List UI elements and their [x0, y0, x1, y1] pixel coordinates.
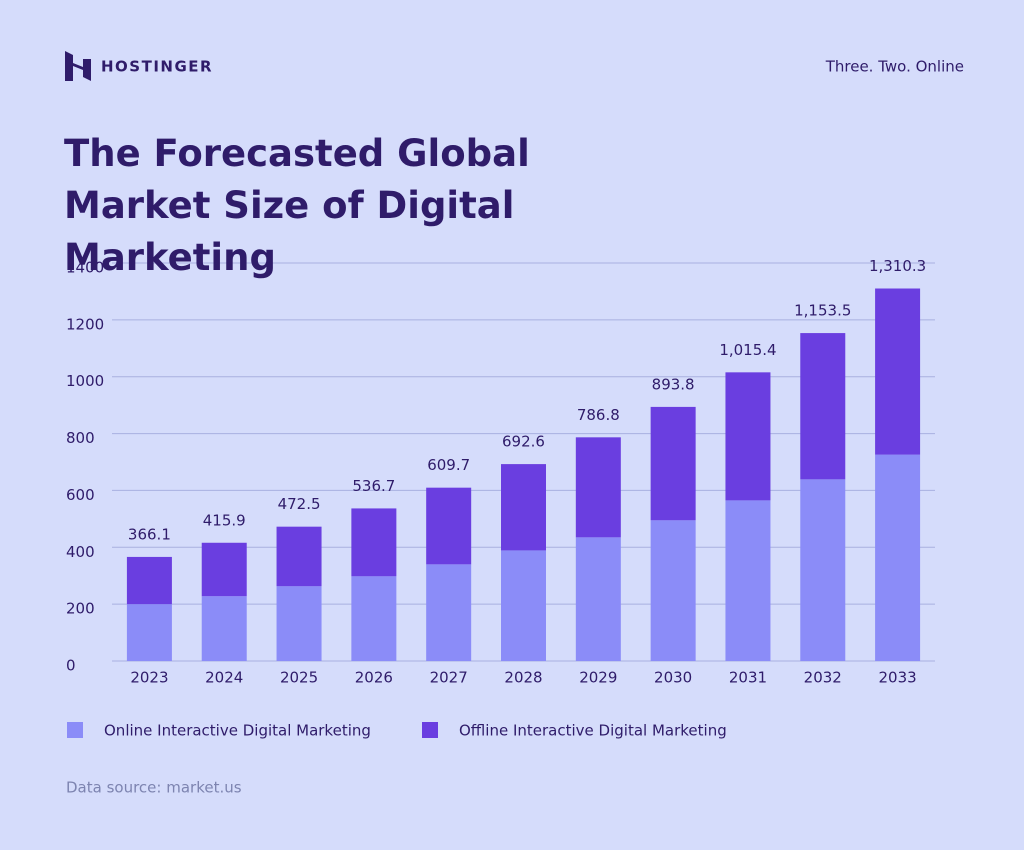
y-tick-label: 200 — [66, 600, 95, 618]
bar-segment — [875, 454, 921, 661]
bar-segment — [201, 542, 247, 597]
y-tick-label: 1000 — [66, 372, 104, 390]
bar-segment — [276, 526, 322, 587]
total-label: 366.1 — [128, 525, 171, 543]
legend-swatch — [67, 722, 83, 738]
bar-segment — [426, 564, 472, 661]
y-tick-label: 1400 — [66, 259, 104, 277]
chart-title: The Forecasted Global Market Size of Dig… — [64, 132, 530, 279]
bar-segment — [351, 508, 397, 577]
tagline: Three. Two. Online — [825, 58, 964, 76]
bar-segment — [800, 333, 846, 480]
y-tick-label: 800 — [66, 429, 95, 447]
bar-segment — [276, 586, 322, 661]
legend-label: Offline Interactive Digital Marketing — [459, 722, 727, 740]
legend-swatch — [422, 722, 438, 738]
legend-label: Online Interactive Digital Marketing — [104, 722, 371, 740]
x-tick-label: 2031 — [729, 669, 767, 687]
x-tick-label: 2033 — [878, 669, 916, 687]
bar-segment — [575, 537, 621, 661]
total-label: 692.6 — [502, 433, 545, 451]
logo — [65, 51, 91, 81]
x-tick-label: 2028 — [504, 669, 542, 687]
x-tick-label: 2023 — [130, 669, 168, 687]
y-tick-label: 1200 — [66, 315, 104, 333]
x-tick-label: 2029 — [579, 669, 617, 687]
x-tick-label: 2030 — [654, 669, 692, 687]
bar-segment — [725, 372, 771, 501]
total-label: 609.7 — [427, 456, 470, 474]
x-tick-label: 2024 — [205, 669, 243, 687]
total-label: 536.7 — [352, 477, 395, 495]
x-tick-label: 2032 — [804, 669, 842, 687]
total-label: 1,153.5 — [794, 302, 851, 320]
y-tick-label: 0 — [66, 657, 76, 675]
bar-segment — [126, 604, 172, 661]
bar-segment — [501, 550, 546, 661]
total-label: 786.8 — [577, 406, 620, 424]
x-tick-label: 2026 — [355, 669, 393, 687]
source: Data source: market.us — [66, 779, 242, 797]
total-label: 472.5 — [278, 495, 321, 513]
bar-segment — [800, 479, 846, 661]
brand: HOSTINGER — [101, 58, 213, 76]
bar-segment — [426, 487, 472, 565]
y-tick-label: 600 — [66, 486, 95, 504]
bar-segment — [575, 437, 621, 538]
y-tick-label: 400 — [66, 543, 95, 561]
bar-segment — [875, 288, 921, 455]
total-label: 893.8 — [652, 375, 695, 393]
bar-segment — [650, 406, 696, 521]
total-label: 1,015.4 — [719, 341, 776, 359]
bar-segment — [351, 576, 397, 661]
total-label: 415.9 — [203, 511, 246, 529]
bar-segment — [501, 464, 546, 551]
bar-segment — [126, 556, 172, 605]
total-label: 1,310.3 — [869, 257, 926, 275]
bar-segment — [650, 520, 696, 661]
x-tick-label: 2027 — [430, 669, 468, 687]
bar-segment — [201, 596, 247, 661]
bar-segment — [725, 500, 771, 661]
x-tick-label: 2025 — [280, 669, 318, 687]
